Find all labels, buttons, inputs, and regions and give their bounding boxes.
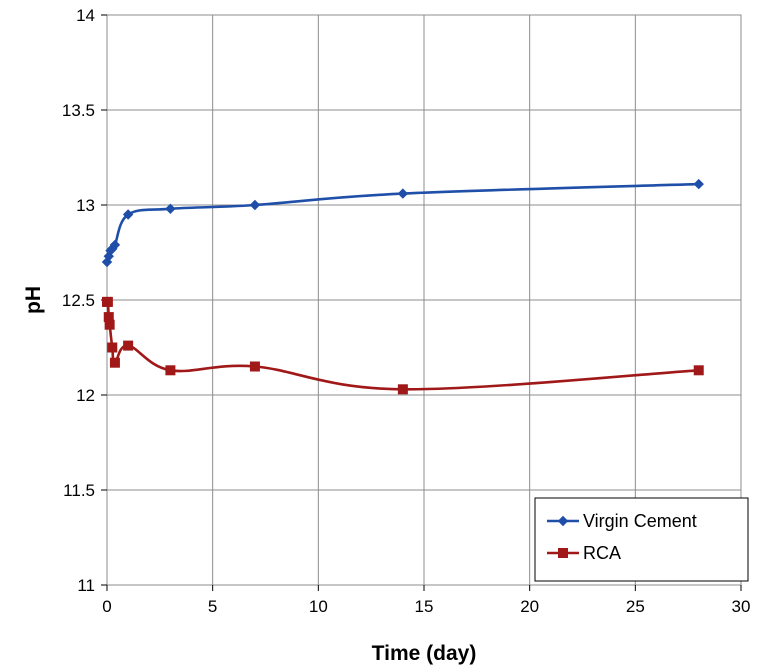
data-point-virgin-cement (165, 203, 176, 215)
legend-items: Virgin Cement RCA (547, 511, 697, 563)
data-point-virgin-cement (109, 239, 121, 251)
y-tick-label: 11 (77, 576, 95, 595)
data-point-rca (104, 319, 115, 330)
x-tick-label: 15 (415, 597, 434, 616)
x-tick-label: 25 (626, 597, 645, 616)
y-tick-label: 14 (76, 6, 95, 25)
legend-swatch-marker (557, 515, 569, 527)
legend: Virgin Cement RCA (534, 497, 749, 582)
y-axis-title: pH (22, 286, 45, 314)
data-point-rca (109, 357, 120, 368)
x-axis-title: Time (day) (372, 642, 477, 665)
data-point-rca (102, 296, 113, 307)
y-tick-label: 12 (76, 386, 95, 405)
y-tick-label: 11.5 (63, 481, 95, 500)
y-tick-label: 13 (76, 196, 95, 215)
data-point-rca (107, 342, 118, 353)
legend-swatch-marker (558, 548, 568, 558)
data-point-virgin-cement (397, 188, 409, 199)
y-tick-label: 13.5 (62, 101, 95, 120)
x-tick-label: 0 (102, 597, 111, 616)
legend-item-virgin-cement: Virgin Cement (547, 511, 697, 531)
legend-item-rca: RCA (547, 543, 621, 563)
legend-box (534, 497, 749, 582)
x-tick-label: 10 (309, 597, 328, 616)
axis-ticks: 0 5 10 15 20 25 30 11 11.5 12 12.5 13 13.5 14 (62, 6, 751, 616)
x-tick-label: 20 (520, 597, 539, 616)
data-point-rca (249, 361, 260, 372)
legend-label: Virgin Cement (583, 511, 697, 531)
data-point-rca (165, 365, 176, 376)
data-point-virgin-cement (249, 199, 261, 211)
y-tick-label: 12.5 (62, 291, 95, 310)
series-virgin-cement (101, 178, 704, 268)
series-rca (102, 296, 704, 395)
data-point-rca (123, 340, 134, 351)
data-point-virgin-cement (122, 209, 134, 220)
x-tick-label: 5 (208, 597, 217, 616)
x-tick-label: 30 (732, 597, 751, 616)
data-point-rca (397, 384, 408, 395)
series-layer (101, 178, 704, 395)
legend-label: RCA (583, 543, 621, 563)
data-point-rca (693, 365, 704, 376)
data-point-virgin-cement (693, 178, 704, 190)
